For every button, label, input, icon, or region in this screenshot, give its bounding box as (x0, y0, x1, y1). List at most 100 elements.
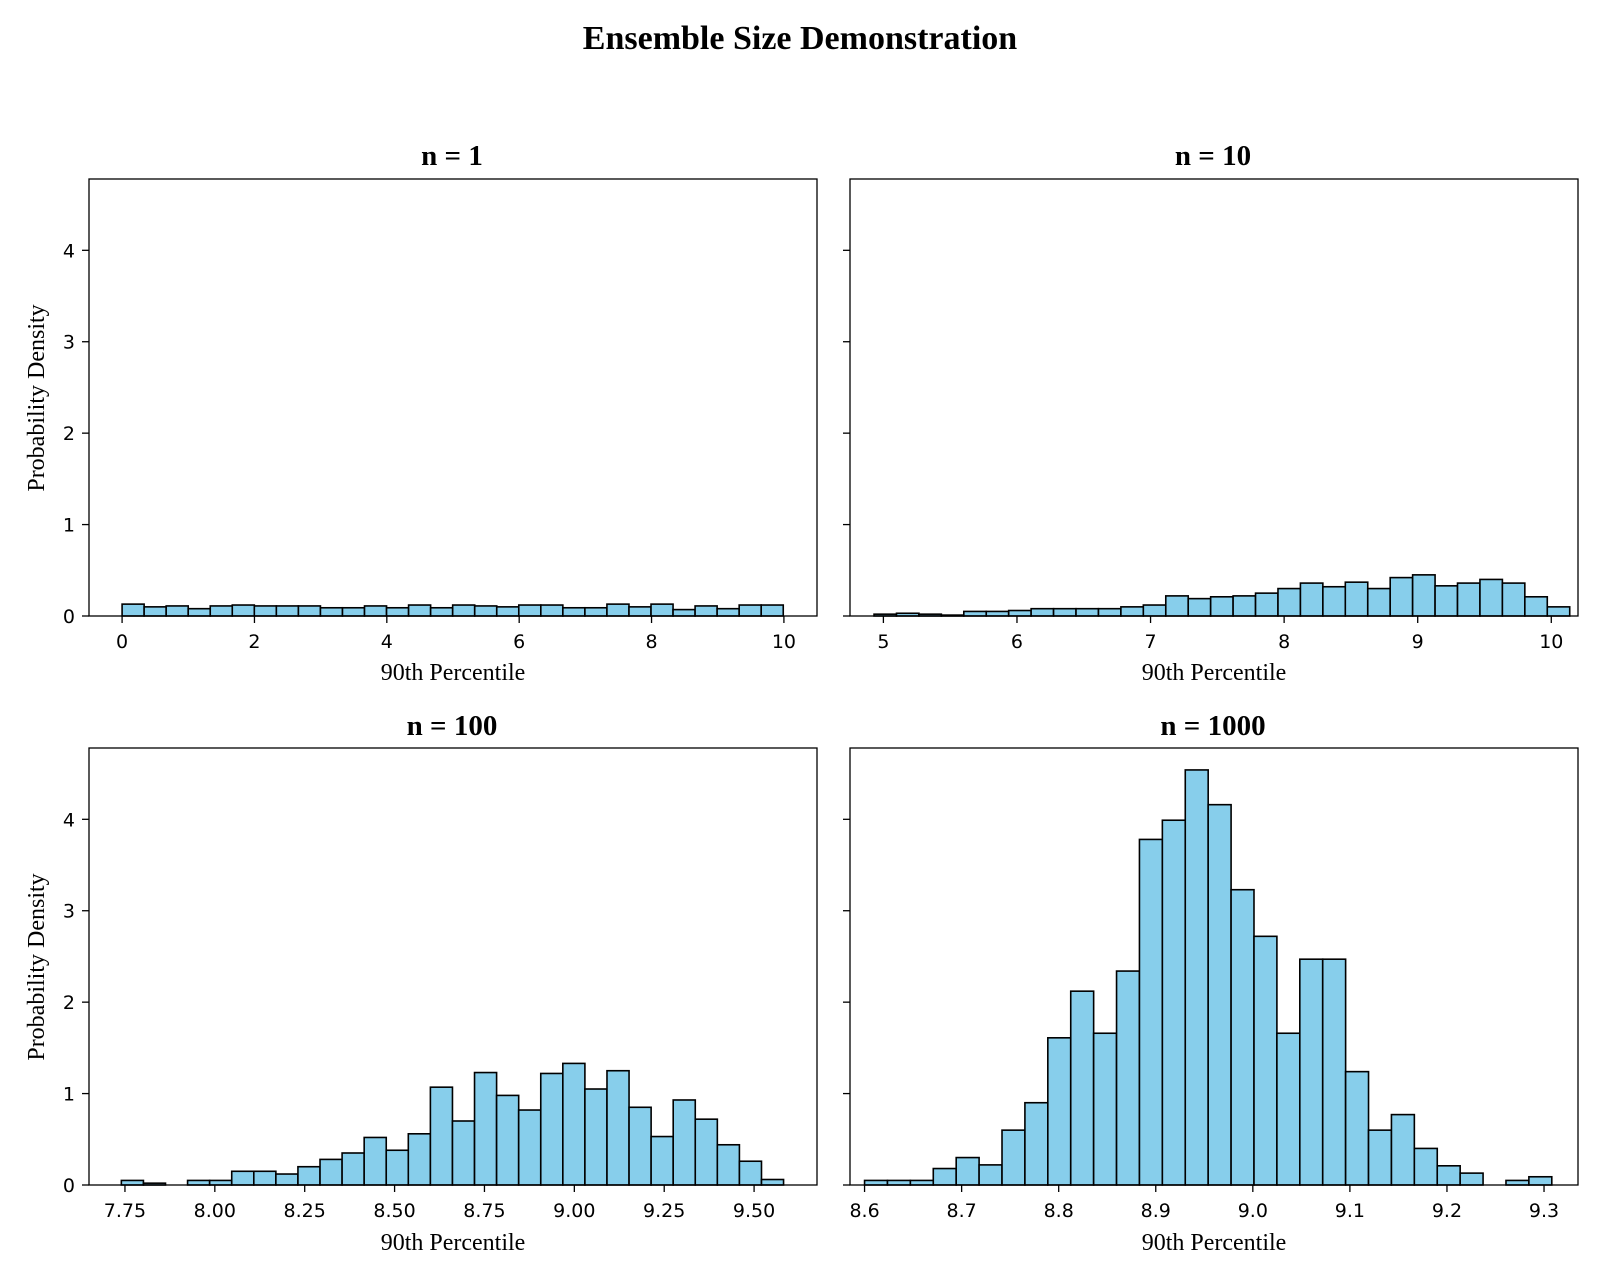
histogram-bar (363, 1136, 388, 1186)
histogram-bar (694, 605, 718, 617)
histogram-bar (120, 1179, 145, 1186)
histogram-bar (1164, 595, 1190, 617)
histogram-bar (297, 605, 322, 617)
x-tick-label: 9.00 (553, 1200, 595, 1222)
histogram-bar (1253, 935, 1278, 1186)
histogram-bar (985, 610, 1010, 617)
panel-n-10: n = 10 5 6 7 8 9 10 90th Percentile (843, 140, 1579, 686)
histogram-bar (1230, 888, 1255, 1186)
histogram-bar (650, 1135, 674, 1186)
x-axis-label: 90th Percentile (381, 660, 526, 686)
histogram-bar (760, 1178, 785, 1186)
x-tick-label: 9.25 (643, 1200, 685, 1222)
histogram-bar (1479, 578, 1504, 617)
y-tick-label: 1 (63, 515, 75, 537)
histogram-bar (1528, 1175, 1553, 1186)
x-axis-label: 90th Percentile (381, 1230, 526, 1256)
histogram-bar (1389, 576, 1414, 617)
histogram-bar (628, 606, 652, 617)
histogram-bar (1277, 587, 1302, 617)
x-tick-label: 6 (1011, 631, 1023, 653)
x-tick-label: 7.75 (104, 1200, 146, 1222)
histogram-bar (562, 606, 586, 617)
histogram-bar (1413, 1147, 1439, 1186)
histogram-bar (385, 606, 410, 617)
panel-title: n = 1 (421, 140, 483, 172)
histogram-bar (1024, 1101, 1049, 1186)
histogram-bar (1456, 582, 1481, 617)
plot-frame (849, 178, 1579, 617)
y-axis-label: Probability Density (24, 873, 50, 1060)
histogram-bar (909, 1179, 935, 1186)
histogram-bar (407, 604, 432, 617)
y-tick-label: 2 (63, 992, 75, 1014)
histogram-bar (628, 1106, 652, 1186)
histogram-bar (231, 604, 256, 617)
x-axis-ticks: 7.75 8.00 8.25 8.50 8.75 9.00 9.25 9.50 (104, 1185, 775, 1222)
x-tick-label: 9.3 (1529, 1200, 1559, 1222)
histogram-bar (886, 1179, 912, 1186)
histogram-bar (319, 1158, 343, 1186)
histogram-bar (1366, 587, 1391, 617)
histogram-bar (963, 610, 988, 617)
histogram-bar (932, 1167, 957, 1186)
histogram-bar (275, 605, 300, 617)
histogram-bar (275, 1173, 299, 1186)
histogram-bar (451, 604, 476, 617)
histogram-bar (606, 1069, 630, 1186)
x-axis-ticks: 5 6 7 8 9 10 (877, 616, 1563, 653)
histogram-bar (165, 605, 190, 617)
histogram-bar (517, 1109, 542, 1186)
plot-frame (88, 178, 818, 617)
histogram-bar (1001, 1129, 1026, 1186)
histogram-bar (187, 607, 212, 617)
x-axis-ticks: 0 2 4 6 8 10 (116, 616, 796, 653)
x-tick-label: 10 (1539, 631, 1563, 653)
x-tick-label: 6 (513, 631, 525, 653)
y-tick-label: 3 (63, 901, 75, 923)
histogram-bar (473, 1071, 498, 1186)
histogram-bar (1161, 819, 1187, 1186)
x-tick-label: 8.7 (947, 1200, 977, 1222)
x-axis-label: 90th Percentile (1142, 1230, 1287, 1256)
histogram-bar (1207, 803, 1232, 1186)
histogram-bar (1524, 595, 1549, 617)
histogram-bar (1344, 1070, 1370, 1186)
x-tick-label: 9.0 (1238, 1200, 1268, 1222)
x-tick-label: 8.00 (194, 1200, 236, 1222)
histogram-bar (1299, 958, 1324, 1186)
histogram-bar (1030, 607, 1055, 617)
histogram-bar (738, 1160, 763, 1186)
histogram-bar (1322, 585, 1347, 617)
histogram-bar (540, 604, 564, 617)
y-tick-label: 0 (63, 1175, 75, 1197)
histogram-bar (1097, 607, 1122, 617)
histogram-bar (429, 1086, 454, 1186)
histogram-bar (562, 1062, 586, 1186)
histogram-bar (1007, 609, 1032, 617)
histogram-bars (120, 1062, 785, 1186)
histogram-bar (1367, 1129, 1393, 1186)
x-tick-label: 2 (248, 631, 260, 653)
x-tick-label: 5 (877, 631, 889, 653)
x-tick-label: 0 (116, 631, 128, 653)
histogram-bars (863, 769, 1553, 1186)
histogram-bar (1069, 990, 1095, 1186)
histogram-bar (1344, 581, 1369, 617)
x-tick-label: 10 (772, 631, 796, 653)
histogram-bar (341, 606, 366, 617)
histogram-bar (363, 605, 388, 617)
x-tick-label: 8.75 (463, 1200, 505, 1222)
histogram-bar (1299, 582, 1324, 617)
histogram-bar (517, 604, 542, 617)
histogram-bar (584, 1088, 608, 1186)
histogram-bar (1047, 1037, 1072, 1186)
histogram-bar (1390, 1113, 1416, 1186)
panel-n-1: n = 1 0 2 4 6 8 10 0 1 2 3 4 90th Percentile Prob… (24, 140, 818, 686)
histogram-bar (863, 1179, 889, 1186)
x-tick-label: 8.50 (373, 1200, 415, 1222)
y-axis-ticks: 0 1 2 3 4 (63, 809, 89, 1197)
x-axis-ticks: 8.6 8.7 8.8 8.9 9.0 9.1 9.2 9.3 (849, 1185, 1559, 1222)
x-tick-label: 9 (1412, 631, 1424, 653)
histogram-bar (1434, 585, 1459, 617)
